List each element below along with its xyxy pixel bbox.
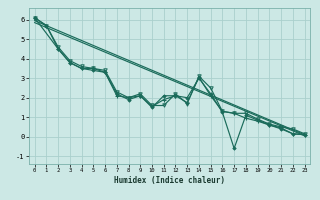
X-axis label: Humidex (Indice chaleur): Humidex (Indice chaleur) [114,176,225,185]
